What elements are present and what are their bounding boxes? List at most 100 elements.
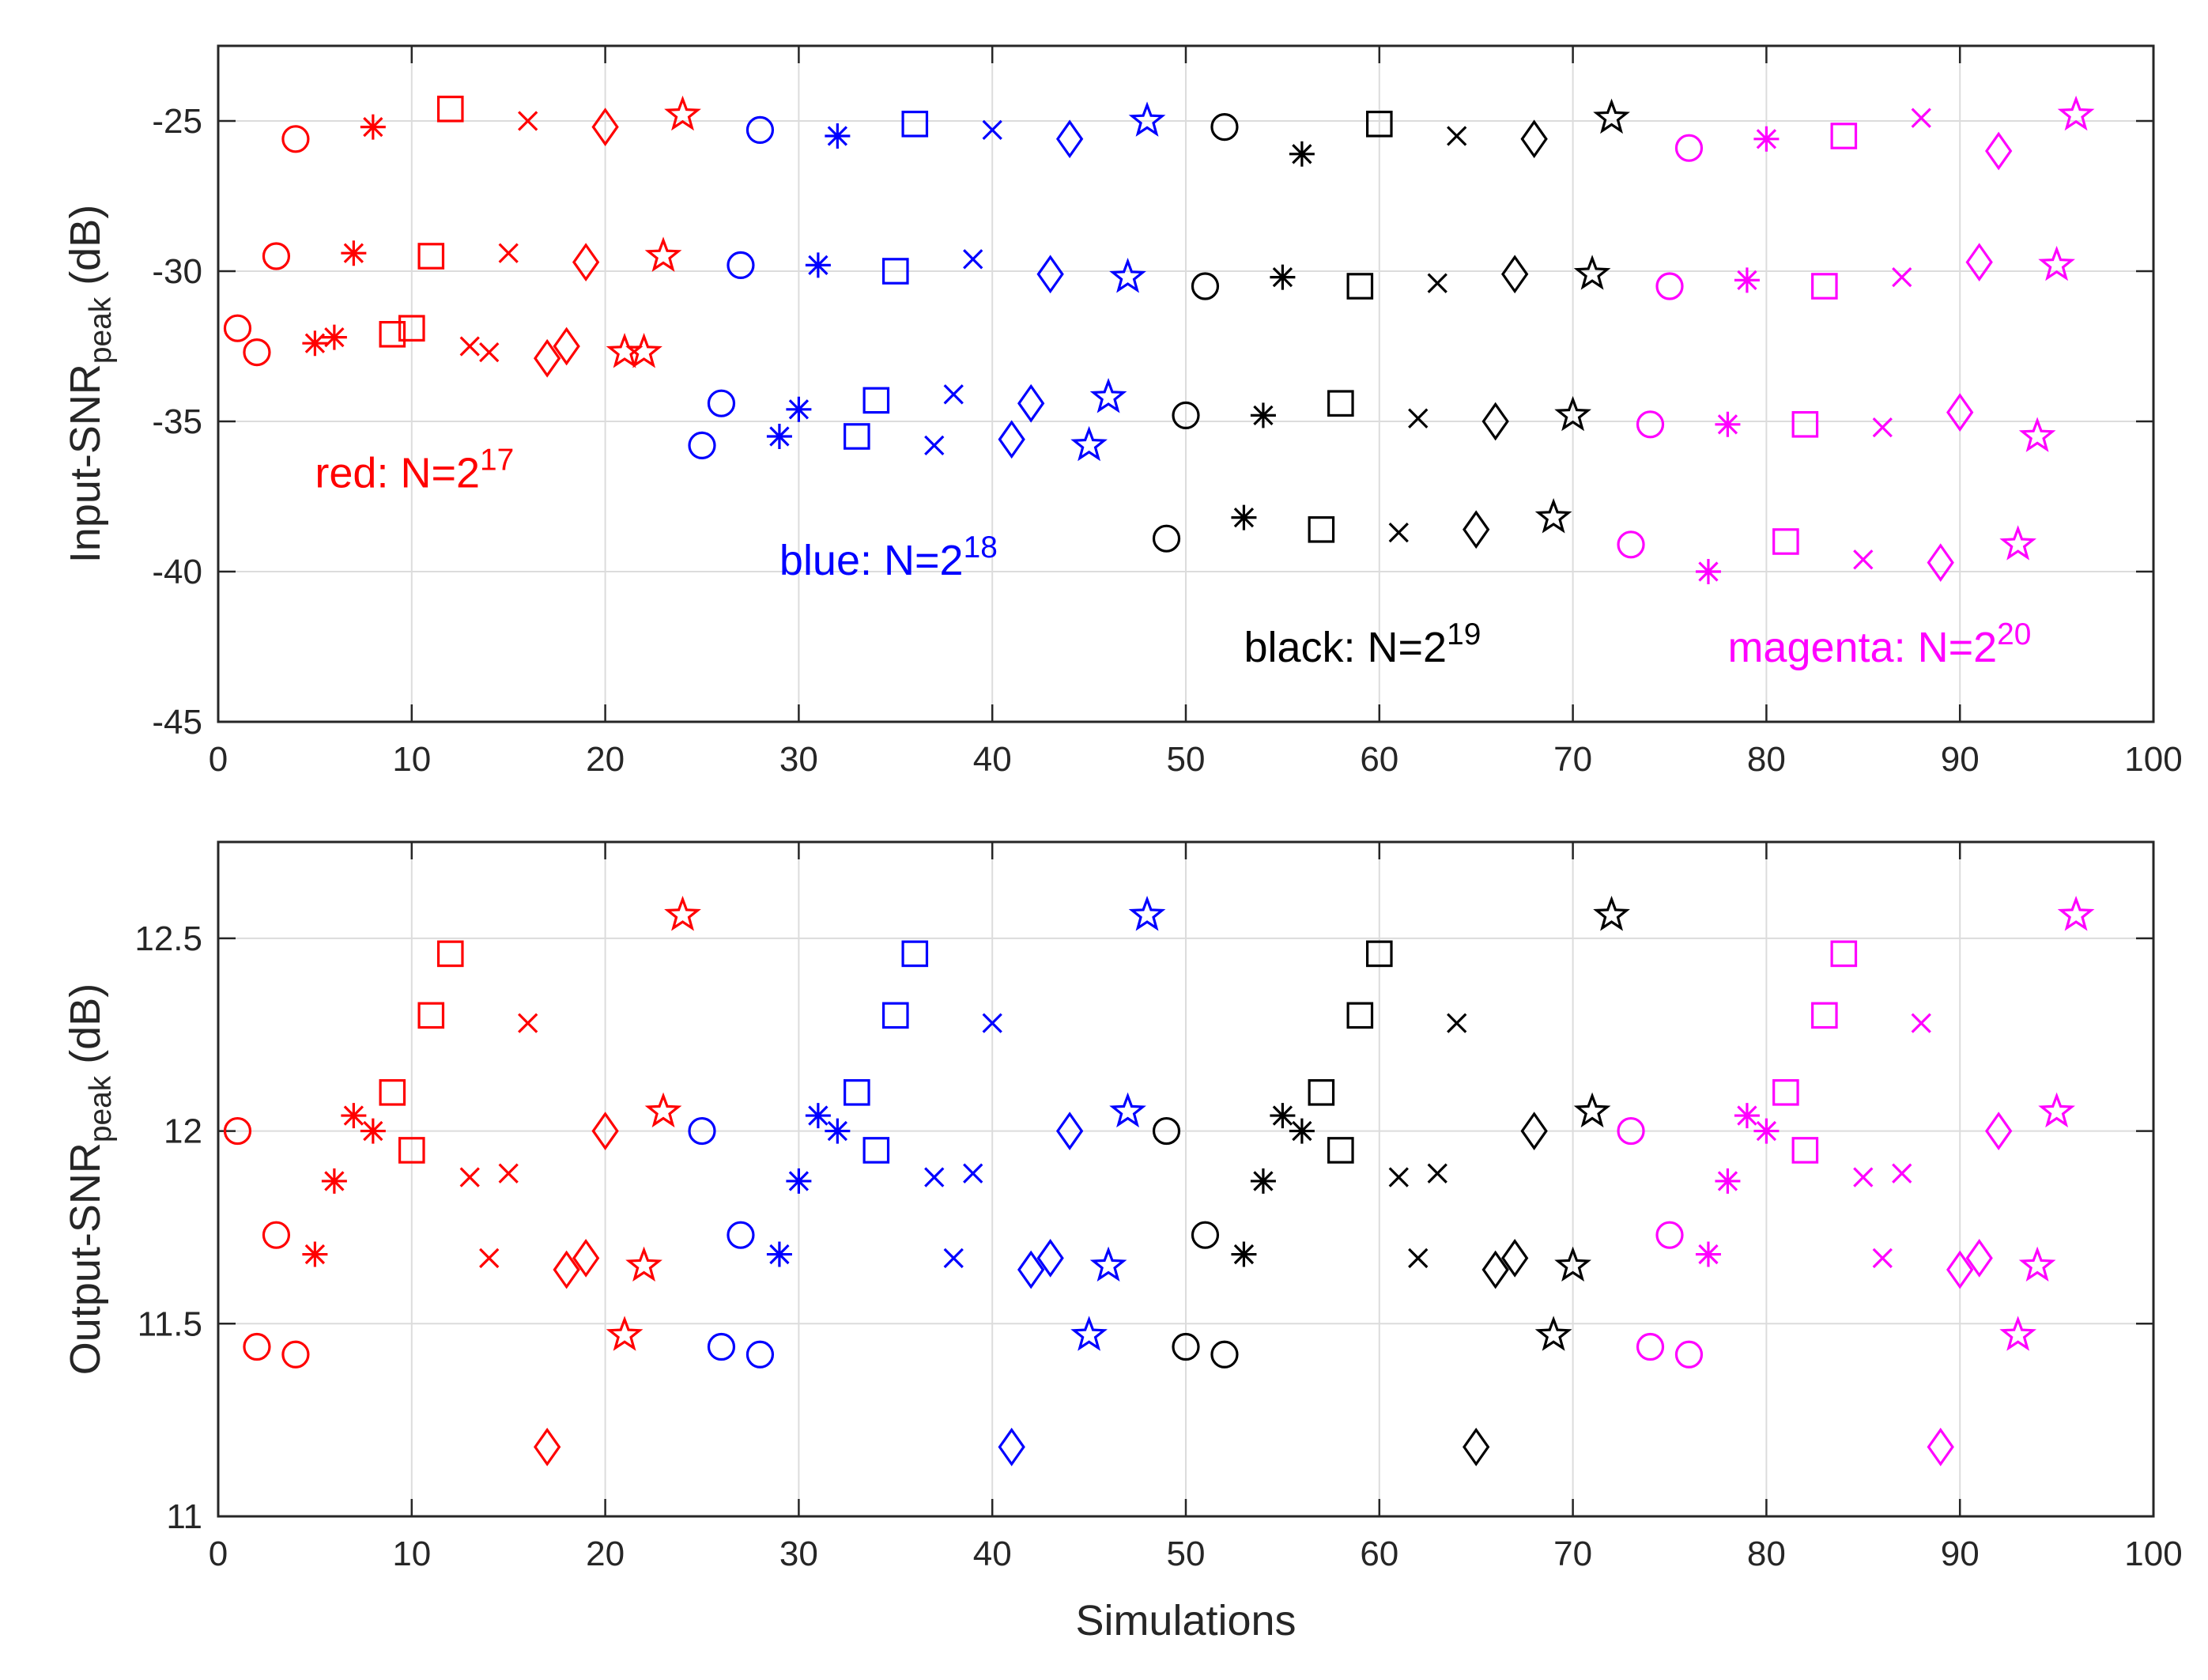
data-point (1534, 498, 1572, 534)
x-tick-label: 60 (1360, 740, 1398, 779)
data-point (1481, 402, 1509, 441)
data-point (262, 1221, 291, 1249)
legend-annotation: red: N=217 (315, 444, 514, 497)
data-point (553, 327, 580, 366)
y-axis-label-main: Input-SNR (62, 364, 109, 563)
data-point (2038, 1092, 2075, 1128)
data-point (281, 1340, 310, 1369)
data-point (1734, 1103, 1760, 1129)
data-point (881, 1002, 909, 1029)
data-point (1715, 1168, 1741, 1194)
data-point (766, 1241, 792, 1267)
data-point (1109, 258, 1146, 293)
data-point (1534, 1316, 1572, 1351)
y-axis-label-unit: (dB) (62, 205, 109, 297)
data-point (1152, 524, 1181, 553)
data-point (862, 387, 890, 414)
data-point (1346, 1002, 1374, 1029)
data-point (745, 115, 775, 144)
data-point (625, 1246, 662, 1282)
x-tick-label: 0 (209, 740, 228, 779)
data-point (707, 1332, 736, 1361)
data-point (1674, 134, 1704, 162)
data-point (1753, 126, 1780, 152)
data-point (1289, 1118, 1315, 1144)
data-point (1501, 255, 1529, 294)
data-point (786, 396, 812, 422)
data-point (1270, 264, 1296, 290)
data-point (479, 342, 500, 363)
data-point (625, 333, 662, 368)
data-point (1695, 1241, 1721, 1267)
data-point (805, 1103, 831, 1129)
data-point (1655, 1221, 1684, 1249)
data-point (459, 1167, 480, 1187)
data-point (1593, 98, 1630, 134)
x-tick-label: 20 (586, 740, 625, 779)
data-point (1308, 1079, 1335, 1106)
data-point (1999, 525, 2037, 561)
data-point (1017, 1250, 1045, 1289)
data-point (553, 1250, 580, 1289)
data-point (1554, 395, 1591, 432)
data-point (707, 389, 736, 417)
data-point (1791, 1137, 1819, 1164)
data-point (664, 95, 701, 131)
data-point (1447, 1013, 1467, 1033)
data-point (1070, 1316, 1108, 1351)
data-point (1128, 101, 1166, 137)
data-point (417, 1002, 445, 1029)
data-point (1327, 1137, 1354, 1164)
panel-top: 0 10 20 30 40 50 60 70 80 90 100 -45 -40 -35 -30 -25 Inp… (62, 44, 2183, 779)
data-point (644, 1092, 682, 1128)
data-point (341, 1103, 367, 1129)
series-red (223, 896, 701, 1467)
data-point (727, 1221, 755, 1249)
data-point (1089, 378, 1127, 413)
data-point (924, 1167, 945, 1187)
data-point (1999, 1316, 2037, 1351)
data-point (379, 321, 406, 348)
data-point (1481, 1250, 1509, 1289)
data-point (844, 423, 870, 450)
data-point (572, 243, 600, 281)
series-magenta (1617, 896, 2095, 1467)
annotation-superscript: 20 (1997, 617, 2031, 651)
data-point (1872, 1248, 1893, 1269)
x-tick-label: 80 (1747, 1535, 1786, 1573)
annotation-text: black: N=2 (1244, 624, 1447, 671)
data-point (1636, 1332, 1665, 1361)
x-tick-label: 70 (1553, 1535, 1592, 1573)
series-magenta (1617, 95, 2095, 584)
data-point (302, 330, 328, 357)
data-point (1327, 390, 1354, 417)
data-point (1365, 940, 1393, 968)
data-point (901, 111, 929, 138)
data-point (881, 258, 909, 285)
x-tick-label: 0 (209, 1535, 228, 1573)
data-point (1388, 522, 1409, 543)
y-axis-label-main: Output-SNR (62, 1142, 109, 1375)
data-point (825, 123, 851, 149)
x-tick-label: 100 (2124, 740, 2182, 779)
data-point (2018, 1246, 2056, 1282)
panel-bottom: 0 10 20 30 40 50 60 70 80 90 100 11 11.5 12 12.5 Output… (62, 840, 2183, 1644)
data-point (1172, 1332, 1200, 1361)
data-point (1965, 1239, 1993, 1278)
data-point (1191, 1221, 1220, 1249)
data-point (745, 1340, 775, 1369)
data-point (534, 338, 561, 378)
x-tick-label: 40 (973, 740, 1012, 779)
data-point (321, 324, 347, 350)
data-point (1674, 1340, 1704, 1369)
data-point (1830, 123, 1858, 149)
data-point (1985, 131, 2013, 171)
data-point (398, 315, 425, 342)
data-point (943, 384, 964, 405)
data-point (1573, 1092, 1611, 1128)
x-tick-label: 70 (1553, 740, 1592, 779)
data-point (982, 1013, 1002, 1033)
data-point (572, 1239, 600, 1278)
data-point (1036, 255, 1064, 294)
